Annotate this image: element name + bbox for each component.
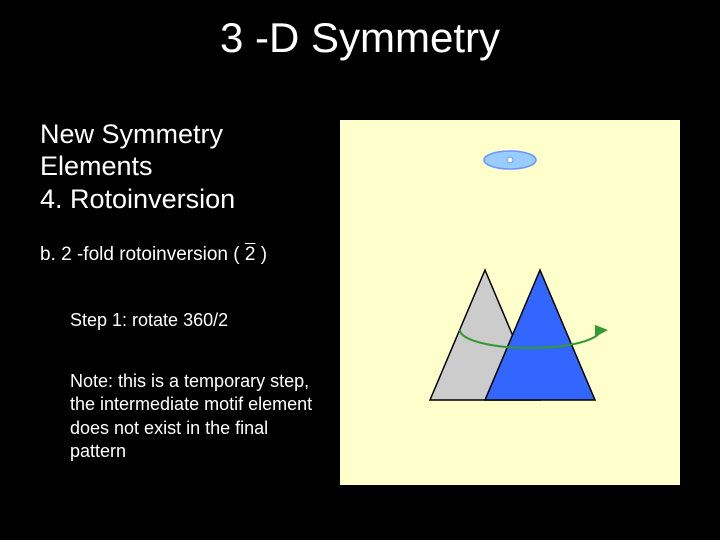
diagram-svg (340, 120, 680, 485)
symmetry-symbol-dot (507, 157, 513, 163)
rotation-arrowhead (595, 325, 608, 337)
heading-line-1: New Symmetry (40, 119, 223, 149)
heading-block: New Symmetry Elements 4. Rotoinversion (40, 118, 235, 215)
rotoinversion-symbol: 2 (245, 244, 256, 265)
step-text: Step 1: rotate 360/2 (70, 310, 228, 331)
slide: 3 -D Symmetry New Symmetry Elements 4. R… (0, 0, 720, 540)
subheading: b. 2 -fold rotoinversion ( 2 ) (40, 244, 267, 266)
heading-line-3: 4. Rotoinversion (40, 184, 235, 214)
heading-line-2: Elements (40, 151, 153, 181)
diagram-panel (340, 120, 680, 485)
slide-title: 3 -D Symmetry (0, 14, 720, 62)
note-text: Note: this is a temporary step, the inte… (70, 370, 320, 464)
sub-suffix: ) (255, 244, 267, 265)
sub-prefix: b. 2 -fold rotoinversion ( (40, 244, 245, 265)
